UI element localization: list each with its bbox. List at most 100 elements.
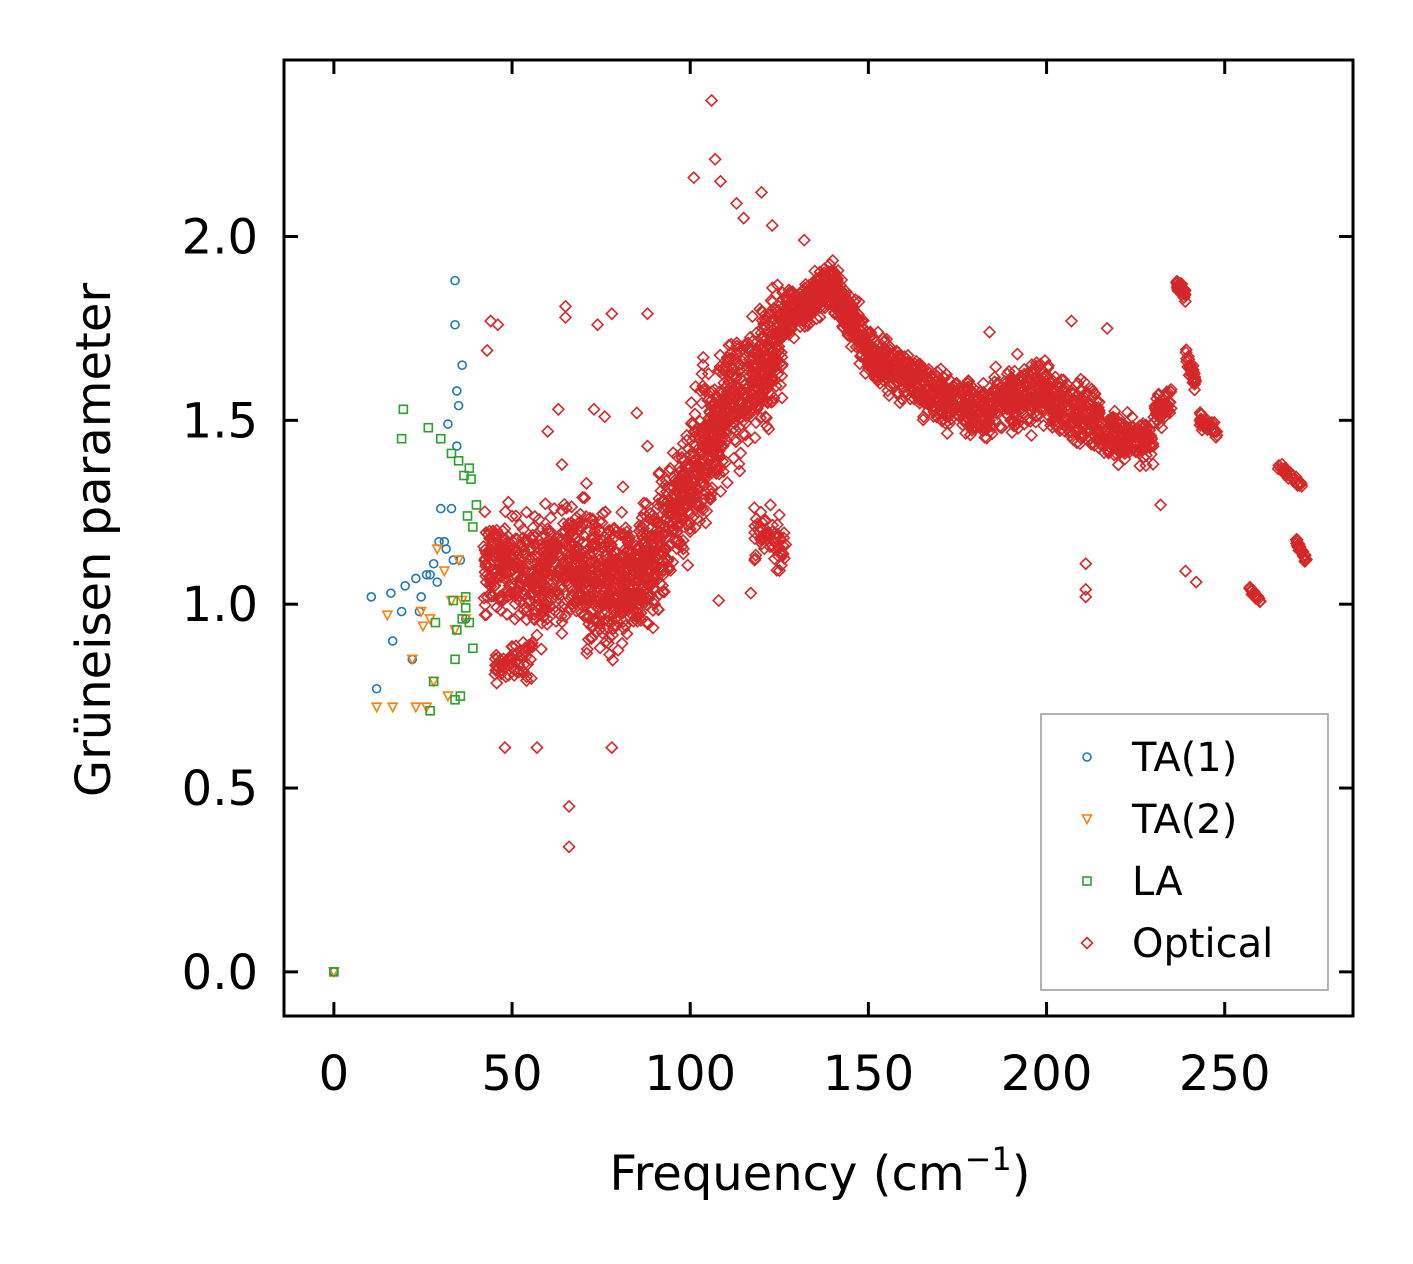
data-point	[571, 540, 585, 554]
y-axis-title: Grüneisen parameter	[66, 283, 122, 798]
data-point	[755, 341, 769, 355]
data-point	[916, 413, 930, 427]
data-point	[579, 509, 593, 524]
data-point	[620, 589, 635, 603]
data-point	[920, 380, 934, 395]
data-point	[765, 518, 780, 532]
data-point	[749, 415, 763, 430]
data-point	[607, 544, 621, 559]
data-point	[1041, 379, 1055, 393]
data-point	[677, 475, 691, 489]
data-point	[602, 585, 616, 599]
data-point	[1298, 548, 1312, 562]
data-point	[1120, 405, 1135, 420]
data-point	[676, 512, 690, 526]
data-point	[552, 596, 566, 611]
data-point	[708, 152, 722, 166]
data-point	[755, 305, 770, 319]
data-point	[789, 304, 803, 318]
data-point	[1063, 417, 1077, 431]
data-point	[435, 503, 446, 514]
data-point	[639, 564, 653, 579]
data-point	[534, 642, 548, 656]
data-point	[1070, 377, 1085, 391]
data-point	[684, 478, 698, 492]
data-point	[632, 524, 647, 538]
data-point	[901, 363, 916, 377]
data-point	[478, 608, 492, 622]
data-point	[634, 606, 648, 620]
data-point	[697, 492, 711, 507]
data-point	[400, 580, 410, 591]
data-point	[585, 533, 599, 547]
data-point	[738, 428, 753, 442]
data-point	[398, 404, 409, 415]
data-point	[676, 542, 690, 556]
x-axis-title-text: Frequency (cm	[609, 1146, 964, 1202]
data-point	[645, 568, 659, 583]
legend-label: Optical	[1132, 921, 1273, 967]
data-point	[748, 553, 762, 567]
data-point	[450, 654, 460, 665]
data-point	[596, 572, 610, 586]
data-point	[416, 592, 426, 602]
data-point	[486, 553, 500, 567]
data-point	[509, 509, 523, 523]
data-point	[747, 501, 761, 515]
data-point	[769, 379, 783, 393]
data-point	[1009, 418, 1023, 432]
data-point	[1009, 379, 1023, 393]
data-point	[711, 446, 725, 460]
data-point	[652, 467, 666, 481]
data-point	[1097, 445, 1111, 460]
data-point	[486, 573, 501, 587]
data-point	[608, 530, 622, 544]
data-point	[1272, 458, 1286, 473]
data-point	[430, 617, 441, 628]
data-point	[683, 516, 698, 531]
data-point	[1188, 373, 1202, 387]
data-point	[676, 454, 690, 468]
data-point	[478, 598, 492, 612]
data-point	[1113, 417, 1128, 432]
data-point	[849, 324, 863, 338]
data-point	[639, 496, 653, 511]
data-point	[1151, 388, 1165, 403]
data-point	[754, 337, 769, 351]
data-point	[1041, 361, 1055, 375]
data-point	[1114, 441, 1128, 455]
data-point	[654, 484, 668, 498]
data-point	[703, 385, 717, 400]
data-point	[604, 608, 618, 622]
data-point	[605, 740, 619, 755]
data-point	[720, 476, 734, 490]
data-point	[854, 335, 869, 349]
data-point	[752, 520, 767, 535]
data-point	[517, 658, 531, 672]
data-point	[645, 528, 659, 542]
data-point	[669, 535, 683, 549]
data-point	[559, 501, 574, 515]
data-point	[736, 414, 750, 428]
data-point	[488, 652, 502, 666]
data-point	[508, 597, 522, 611]
data-point	[695, 477, 710, 491]
data-point	[520, 533, 535, 547]
data-point	[647, 544, 661, 559]
data-point	[1187, 383, 1202, 397]
data-point	[386, 702, 399, 714]
data-point	[558, 299, 573, 313]
data-point	[582, 548, 596, 562]
data-point	[525, 636, 539, 650]
data-point	[1027, 387, 1041, 401]
data-point	[616, 480, 630, 494]
data-point	[544, 511, 558, 525]
data-point	[460, 603, 471, 613]
data-point	[508, 541, 522, 555]
data-point	[1118, 452, 1132, 466]
data-point	[530, 740, 544, 755]
legend-label: TA(1)	[1131, 735, 1237, 781]
data-point	[488, 667, 502, 681]
data-point	[593, 641, 607, 655]
data-point	[464, 463, 475, 473]
